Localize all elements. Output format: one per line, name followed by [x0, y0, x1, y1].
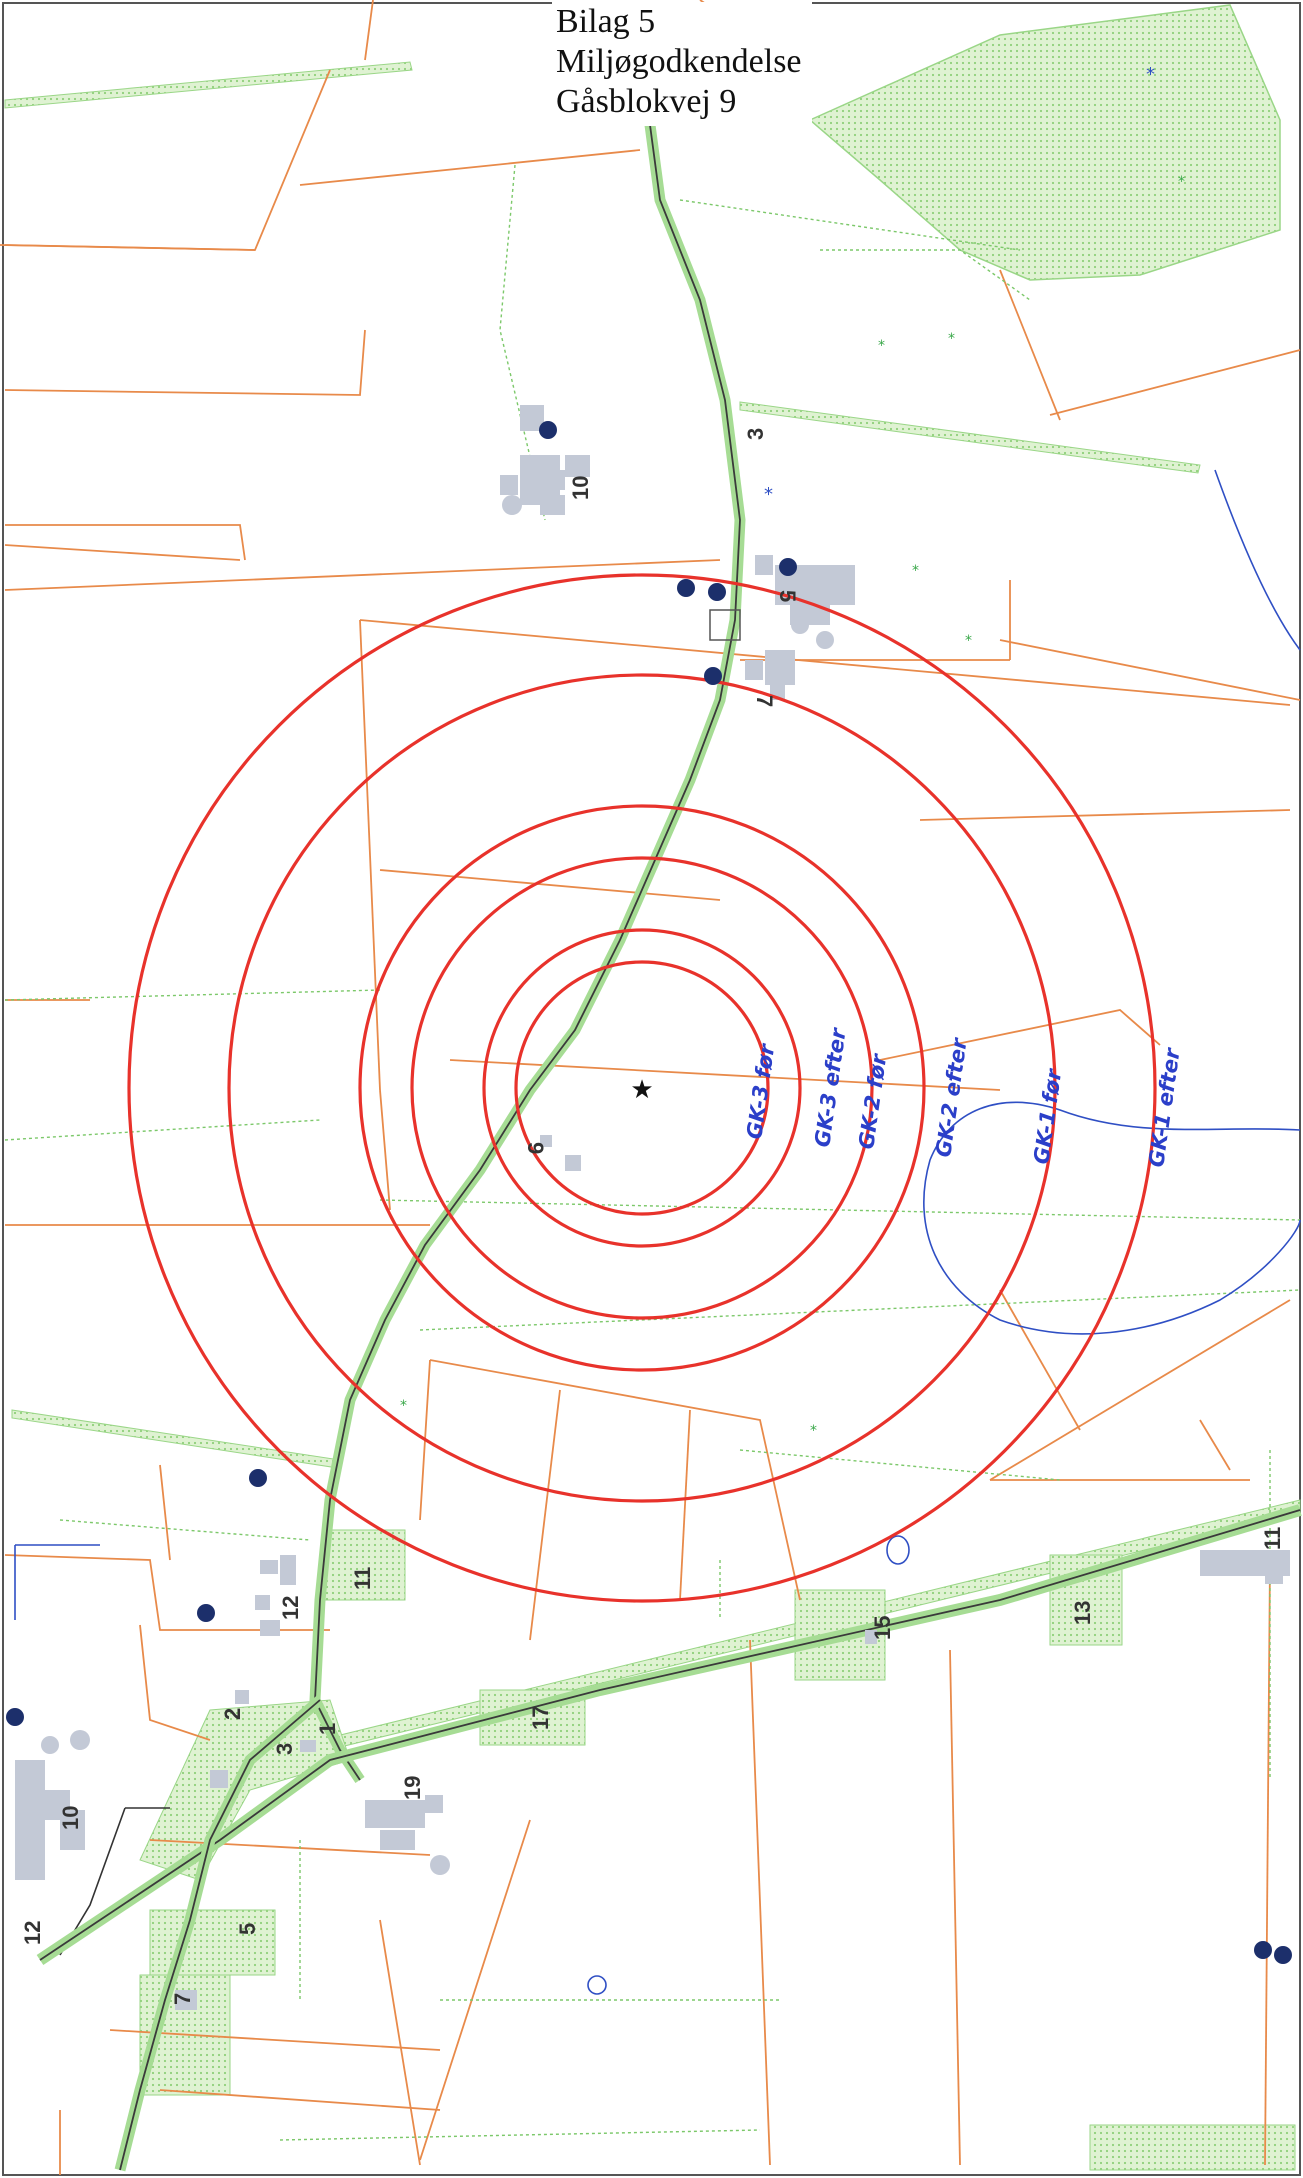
roads: [36, 124, 1302, 2172]
house-number: 11: [350, 1567, 375, 1590]
watercourse-west: [14, 1544, 100, 1620]
neighbour-marker: [1274, 1946, 1292, 1964]
contour-circles: [127, 573, 1157, 1603]
house-number: 5: [775, 590, 800, 602]
green-boundaries: [4, 164, 1301, 2141]
house-number: 2: [220, 1708, 245, 1720]
house-number: 3: [272, 1743, 297, 1755]
hedge-top: [4, 61, 413, 109]
contour-gk-3-efter: [482, 928, 802, 1248]
contour-gk-1-efter: [127, 573, 1157, 1603]
house-number: 7: [170, 1993, 195, 2005]
lot-southeast: [1089, 2124, 1296, 2171]
neighbour-marker: [677, 579, 695, 597]
buildings-north: [520, 405, 565, 515]
house-number: 12: [278, 1596, 303, 1620]
neighbour-marker: [249, 1469, 267, 1487]
svg-text:*: *: [878, 338, 885, 354]
contour-gk-3-foer: [514, 960, 770, 1216]
house-number: 12: [20, 1921, 45, 1945]
house-number: 5: [235, 1923, 260, 1935]
title-line-2: Miljøgodkendelse: [556, 43, 802, 80]
blue-asterisk-marks: * *: [764, 64, 1155, 505]
contour-gk-2-efter: [358, 804, 926, 1372]
neighbour-marker: [6, 1708, 24, 1726]
watercourse-east: [1214, 469, 1301, 651]
house-number: 3: [743, 428, 768, 440]
svg-text:*: *: [948, 331, 955, 347]
svg-text:*: *: [912, 563, 919, 579]
neighbour-marker: [539, 421, 557, 439]
title-line-3: Gåsblokvej 9: [556, 83, 737, 120]
contour-gk-1-foer: [227, 673, 1057, 1503]
house-number: 10: [58, 1806, 83, 1830]
forest-area: [808, 4, 1281, 281]
neighbour-markers: [6, 421, 1292, 1964]
neighbour-marker: [779, 558, 797, 576]
pond: [886, 1535, 910, 1565]
house-number: 11: [1260, 1527, 1285, 1550]
lot-5-south: [149, 1909, 276, 1976]
house-number: 15: [870, 1616, 895, 1640]
svg-text:*: *: [965, 633, 972, 649]
watercourses: [14, 469, 1301, 1995]
title-line-1: Bilag 5: [556, 3, 656, 40]
lot-village: [139, 1699, 351, 1881]
house-number: 9: [523, 1142, 548, 1154]
green-areas: [4, 4, 1301, 2171]
house-number: 17: [528, 1706, 553, 1730]
house-number: 1: [315, 1723, 340, 1735]
svg-text:*: *: [764, 484, 773, 505]
neighbour-marker: [704, 667, 722, 685]
house-number: 13: [1070, 1601, 1095, 1625]
watercourse-loop: [923, 1101, 1301, 1335]
tree-marks: * * * * * * *: [400, 174, 1185, 1439]
svg-text:*: *: [810, 1423, 817, 1439]
house-number: 7: [752, 695, 777, 707]
svg-text:*: *: [1178, 174, 1185, 190]
neighbour-marker: [197, 1604, 215, 1622]
neighbour-marker: [708, 583, 726, 601]
star-icon: ★: [630, 1075, 653, 1105]
contour-gk-2-foer: [410, 856, 874, 1320]
house-number: 10: [568, 476, 593, 500]
house-number: 19: [400, 1776, 425, 1800]
hedge-east: [739, 401, 1201, 474]
svg-text:*: *: [400, 1398, 407, 1414]
house-number-labels: 10 3 5 7 9 11 12 2 3 1 10 17 19 15 13 11…: [20, 428, 1285, 2005]
svg-text:*: *: [1146, 64, 1155, 85]
neighbour-marker: [1254, 1941, 1272, 1959]
pond-south: [587, 1975, 607, 1995]
title-block: Bilag 5 Miljøgodkendelse Gåsblokvej 9: [552, 2, 812, 126]
